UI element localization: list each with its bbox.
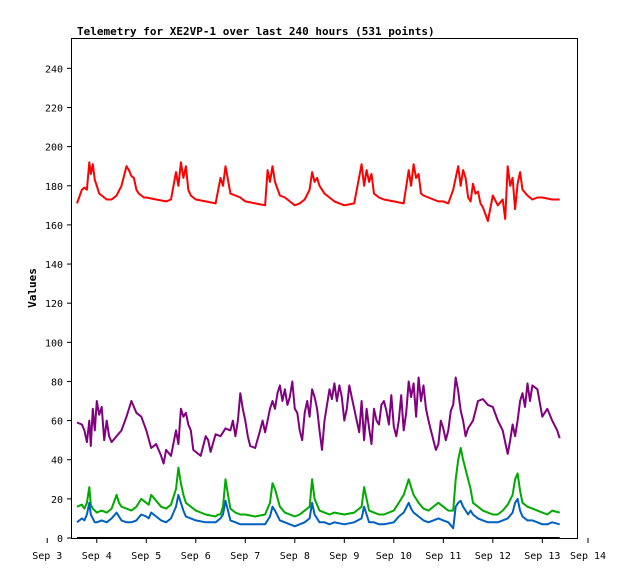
series-line-1 — [76, 161, 560, 222]
y-tick-label: 60 — [51, 417, 63, 428]
x-tick-label: Sep 3 — [32, 551, 62, 562]
y-tick-label: 220 — [45, 103, 63, 114]
series-line-3 — [76, 447, 560, 518]
y-tick-label: 80 — [51, 377, 63, 388]
x-tick-label: Sep 12 — [475, 551, 511, 562]
y-tick-label: 40 — [51, 456, 63, 467]
x-tick-label: Sep 8 — [280, 551, 310, 562]
series-line-2 — [76, 376, 561, 465]
x-tick-label: Sep 11 — [425, 551, 461, 562]
y-tick-label: 240 — [45, 64, 63, 75]
y-tick-label: 100 — [45, 338, 63, 349]
x-tick-label: Sep 5 — [131, 551, 161, 562]
chart-title: Telemetry for XE2VP-1 over last 240 hour… — [77, 25, 435, 38]
x-tick-label: Sep 13 — [524, 551, 560, 562]
y-tick-label: 0 — [57, 534, 63, 545]
x-tick-label: Sep 6 — [181, 551, 211, 562]
y-tick-label: 140 — [45, 260, 63, 271]
y-axis-label: Values — [26, 268, 39, 308]
y-tick-label: 20 — [51, 495, 63, 506]
x-axis-ticks: Sep 3 Sep 4 Sep 5 Sep 6 Sep 7 Sep 8 Sep 9 Sep 1… — [32, 538, 606, 562]
x-tick-label: Sep 14 — [570, 551, 606, 562]
x-tick-label: Sep 10 — [376, 551, 412, 562]
y-tick-label: 120 — [45, 299, 63, 310]
x-tick-label: Sep 7 — [230, 551, 260, 562]
y-tick-label: 180 — [45, 182, 63, 193]
x-tick-label: Sep 4 — [82, 551, 112, 562]
series-line-4 — [76, 493, 560, 530]
y-tick-label: 160 — [45, 221, 63, 232]
y-axis-ticks: 0 20 40 60 80 100 120 140 160 180 200 220 240 — [45, 64, 72, 545]
x-tick-label: Sep 9 — [329, 551, 359, 562]
y-tick-label: 200 — [45, 143, 63, 154]
series-layer — [76, 161, 561, 539]
plot-frame — [71, 38, 578, 539]
